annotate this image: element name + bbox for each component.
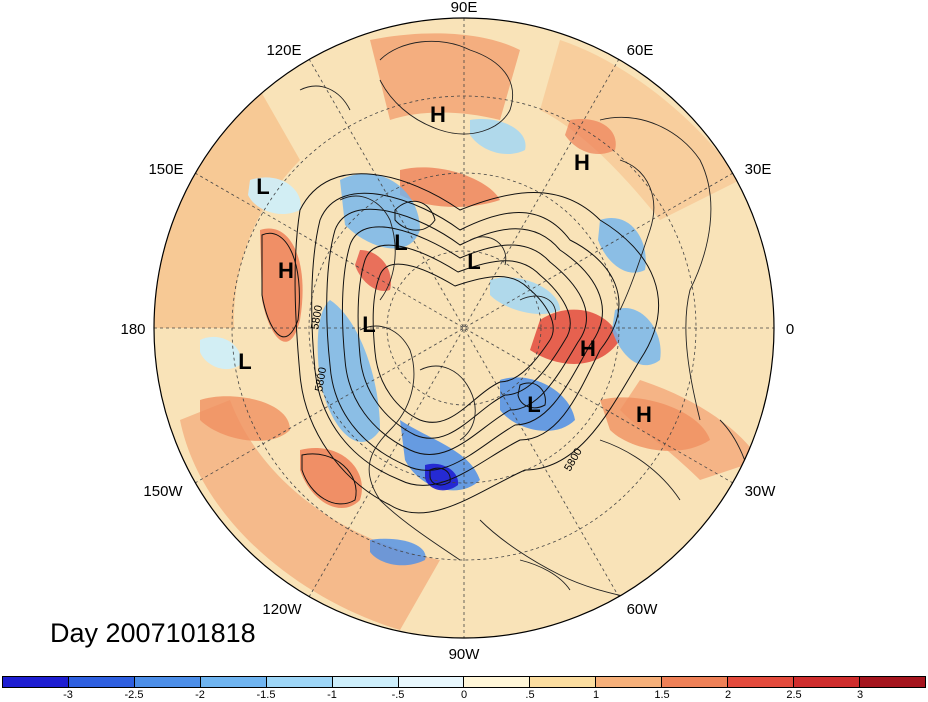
lon-label-180: 180 <box>120 321 145 338</box>
colorbar-segment <box>398 677 465 687</box>
colorbar-segment <box>266 677 333 687</box>
colorbar-tick-label: -1 <box>327 689 337 701</box>
pressure-centers: H H L H L L L L H L H <box>238 102 652 427</box>
map-border <box>153 17 775 639</box>
lon-label-120w: 120W <box>262 601 302 618</box>
colorbar-segment <box>134 677 201 687</box>
colorbar-segment <box>200 677 267 687</box>
colorbar-tick-label: -3 <box>63 689 73 701</box>
graticule <box>154 18 774 638</box>
lon-label-0: 0 <box>786 321 794 338</box>
lon-label-30w: 30W <box>745 483 777 500</box>
colorbar-segment <box>3 677 69 687</box>
pressure-center-high: H <box>636 402 652 427</box>
colorbar-segment <box>68 677 135 687</box>
pressure-center-high: H <box>430 102 446 127</box>
colorbar-segment <box>859 677 925 687</box>
longitude-labels: 90E 60E 30E 0 30W 60W 90W 120W 150W 180 … <box>120 0 794 663</box>
pressure-center-low: L <box>256 174 269 199</box>
colorbar-tick-label: 2.5 <box>786 689 802 701</box>
lon-label-150w: 150W <box>143 483 183 500</box>
pressure-center-low: L <box>527 392 540 417</box>
date-label: Day 2007101818 <box>50 618 256 648</box>
contour-label: 5800 <box>309 304 325 330</box>
colorbar-segment <box>794 677 860 687</box>
lon-label-60e: 60E <box>627 42 654 59</box>
colorbar-tick-label: -2.5 <box>124 689 144 701</box>
colorbar-tick-label: -1.5 <box>256 689 276 701</box>
colorbar-segment <box>464 677 531 687</box>
colorbar-tick-label: 2 <box>724 689 732 701</box>
pressure-center-low: L <box>467 249 480 274</box>
pressure-center-high: H <box>574 150 590 175</box>
lon-label-30e: 30E <box>745 161 772 178</box>
colorbar-segment <box>332 677 399 687</box>
height-contours <box>261 173 659 514</box>
colorbar-tick-label: 0 <box>460 689 468 701</box>
colorbar-tick-label: -.5 <box>391 689 405 701</box>
pressure-center-high: H <box>278 258 294 283</box>
coastlines <box>299 40 756 601</box>
lon-label-60w: 60W <box>627 601 659 618</box>
colorbar-segment <box>728 677 795 687</box>
pressure-center-high: H <box>580 336 596 361</box>
anomaly-field <box>154 33 760 630</box>
lon-label-90w: 90W <box>449 646 481 663</box>
colorbar-segment <box>662 677 729 687</box>
colorbar-tick-label: 3 <box>856 689 864 701</box>
pressure-center-low: L <box>362 312 375 337</box>
lon-label-150e: 150E <box>148 161 183 178</box>
lon-label-120e: 120E <box>266 42 301 59</box>
colorbar-tick-label: .5 <box>525 689 535 701</box>
colorbar <box>2 676 926 688</box>
contour-label: 5800 <box>313 366 329 392</box>
colorbar-tick-label: -2 <box>195 689 205 701</box>
pressure-center-low: L <box>238 349 251 374</box>
pressure-center-low: L <box>394 230 407 255</box>
colorbar-segment <box>596 677 663 687</box>
colorbar-tick-label: 1 <box>592 689 600 701</box>
colorbar-segment <box>530 677 597 687</box>
colorbar-tick-label: 1.5 <box>654 689 670 701</box>
lon-label-90e: 90E <box>451 0 478 16</box>
